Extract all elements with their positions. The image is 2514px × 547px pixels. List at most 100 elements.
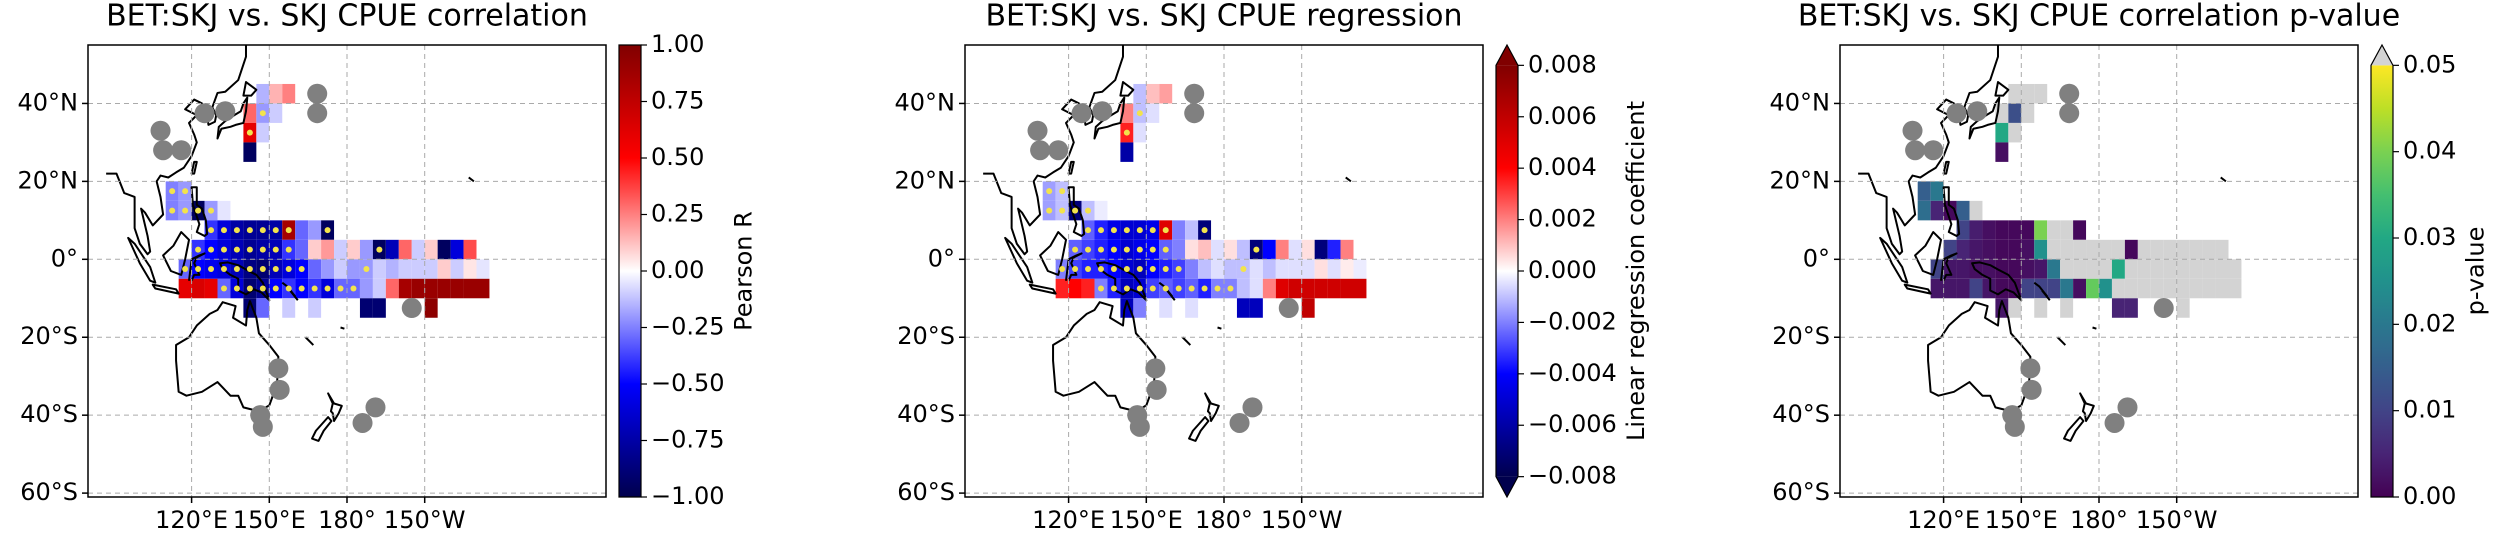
grid-cell: [398, 259, 412, 279]
panel-title: BET:SKJ vs. SKJ CPUE correlation: [106, 0, 588, 34]
grid-cell: [411, 239, 425, 260]
grid-cell: [463, 259, 477, 279]
colorbar-tick-label: −0.004: [1528, 359, 1617, 387]
grid-cell: [411, 259, 425, 279]
panel-title: BET:SKJ vs. SKJ CPUE regression: [985, 0, 1462, 34]
grid-cell: [1055, 278, 1069, 299]
x-tick-label: 150°E: [233, 506, 306, 534]
significance-dot: [1085, 266, 1092, 273]
grid-cell: [2021, 83, 2035, 104]
significance-dot: [1097, 246, 1104, 253]
grid-cell: [1982, 220, 1996, 240]
grid-cell: [1185, 239, 1199, 260]
x-tick-label: 150°W: [1261, 506, 1343, 534]
grid-cell: [437, 278, 451, 299]
grid-cell: [2124, 239, 2138, 260]
grid-cell: [2189, 239, 2203, 260]
grid-cell: [308, 239, 322, 260]
port-marker: [150, 120, 171, 141]
grid-cell: [2008, 122, 2022, 143]
significance-dot: [1162, 285, 1169, 292]
port-marker: [1229, 412, 1250, 433]
significance-dot: [208, 246, 215, 253]
significance-dot: [1123, 246, 1130, 253]
grid-cell: [2137, 259, 2151, 279]
significance-dot: [233, 246, 240, 253]
port-marker: [268, 358, 289, 379]
grid-cell: [2073, 259, 2087, 279]
grid-cell: [1249, 259, 1263, 279]
colorbar: [619, 45, 641, 497]
grid-cell: [1159, 298, 1173, 318]
grid-cell: [1288, 239, 1302, 260]
grid-cell: [2111, 278, 2125, 299]
port-marker: [1092, 101, 1113, 122]
port-marker: [1242, 397, 1263, 418]
significance-dot: [220, 285, 227, 292]
port-marker: [2104, 412, 2125, 433]
significance-dot: [272, 266, 279, 273]
significance-dot: [1072, 266, 1079, 273]
grid-cell: [1236, 298, 1250, 318]
y-tick-label: 40°N: [895, 88, 956, 116]
colorbar-tick-label: 0.03: [2403, 223, 2456, 251]
significance-dot: [259, 110, 266, 117]
grid-cell: [1930, 278, 1944, 299]
grid-cell: [2008, 103, 2022, 123]
grid-cell: [1236, 278, 1250, 299]
grid-cell: [1917, 200, 1931, 221]
grid-cell: [1068, 278, 1082, 299]
grid-cell: [295, 239, 309, 260]
grid-cell: [1146, 83, 1160, 104]
y-tick-label: 60°S: [1772, 478, 1830, 506]
grid-cell: [1943, 200, 1957, 221]
y-tick-label: 60°S: [897, 478, 955, 506]
y-tick-label: 20°N: [18, 166, 79, 194]
grid-cell: [1982, 239, 1996, 260]
colorbar-tick-label: 0.50: [651, 143, 704, 171]
port-marker: [1905, 140, 1926, 161]
grid-cell: [2150, 239, 2164, 260]
x-tick-label: 120°E: [155, 506, 228, 534]
grid-cell: [2176, 239, 2190, 260]
grid-cell: [2034, 220, 2048, 240]
grid-cell: [2047, 259, 2061, 279]
grid-cell: [256, 122, 270, 143]
grid-cell: [1943, 278, 1957, 299]
port-marker: [1967, 101, 1988, 122]
significance-dot: [246, 266, 253, 273]
grid-cell: [2215, 239, 2229, 260]
grid-cell: [1236, 239, 1250, 260]
grid-cell: [1353, 259, 1367, 279]
port-marker: [1027, 120, 1048, 141]
significance-dot: [182, 188, 189, 195]
port-marker: [2059, 103, 2080, 124]
port-marker: [365, 397, 386, 418]
map-area: [88, 45, 606, 497]
grid-cell: [2021, 278, 2035, 299]
grid-cell: [450, 259, 464, 279]
significance-dot: [169, 188, 176, 195]
grid-cell: [476, 259, 490, 279]
grid-cell: [2073, 278, 2087, 299]
significance-dot: [220, 227, 227, 234]
grid-cell: [1172, 239, 1186, 260]
significance-dot: [1162, 227, 1169, 234]
significance-dot: [1240, 266, 1247, 273]
significance-dot: [208, 266, 215, 273]
colorbar-tick-label: −0.75: [651, 426, 725, 454]
grid-cell: [1995, 239, 2009, 260]
grid-cell: [1211, 259, 1224, 279]
colorbar-tick-label: 0.04: [2403, 137, 2456, 165]
grid-cell: [2176, 298, 2190, 318]
grid-cell: [282, 298, 296, 318]
grid-cell: [2163, 239, 2177, 260]
grid-cell: [2008, 298, 2022, 318]
grid-cell: [217, 200, 231, 221]
grid-cell: [476, 278, 490, 299]
grid-cell: [1198, 239, 1212, 260]
grid-cell: [2021, 220, 2035, 240]
grid-cell: [1288, 259, 1302, 279]
significance-dot: [259, 266, 266, 273]
